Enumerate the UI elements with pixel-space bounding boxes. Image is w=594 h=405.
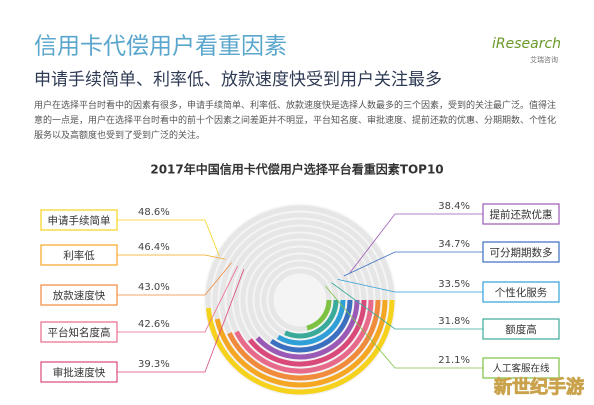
radial-bar [276,299,346,346]
radial-bar [214,299,388,388]
subtitle: 申请手续简单、利率低、放款速度快受到用户关注最多 [34,70,442,90]
radial-bar [306,299,332,331]
category-label: 人工客服在线 [492,363,550,375]
value-label: 31.8% [438,316,470,327]
value-label: 46.4% [138,242,170,253]
category-label: 放款速度快 [53,289,106,302]
leader-line [343,251,483,277]
category-label: 申请手续简单 [48,214,111,227]
leader-line [349,213,483,273]
category-label: 平台知名度高 [48,326,111,339]
title: 信用卡代偿用户看重因素 [34,34,287,60]
radial-bar [227,299,381,381]
value-label: 42.6% [138,319,170,330]
value-label: 33.5% [438,279,470,290]
radial-bar [269,299,353,353]
backdrop [204,204,396,396]
value-label: 39.3% [138,359,170,370]
leader-line [337,278,483,293]
radial-bar [234,299,374,374]
category-label: 提前还款优惠 [490,208,553,221]
radial-bar [247,299,367,367]
leader-line [331,282,483,330]
leader-line [117,219,220,257]
category-label: 利率低 [63,249,95,262]
leader-line [117,265,239,333]
category-label: 额度高 [505,323,537,336]
radial-bar [205,299,395,395]
value-label: 21.1% [438,355,470,366]
value-label: 43.0% [138,282,170,293]
radial-bar [255,299,360,360]
leader-line [325,285,483,369]
value-label: 48.6% [138,207,170,218]
leader-line [117,269,245,373]
logo: iResearch [492,36,561,52]
radial-bar [284,299,339,339]
chart-title: 2017年中国信用卡代偿用户选择平台看重因素TOP10 [150,162,443,177]
category-label: 审批速度快 [53,366,106,379]
value-label: 38.4% [438,201,470,212]
leader-line [117,262,232,296]
value-label: 34.7% [438,239,470,250]
paragraph: 用户在选择平台时看中的因素有很多，申请手续简单、利率低、放款速度快是选择人数最多… [34,101,557,141]
watermark: 新世纪手游 [494,376,584,398]
category-label: 可分期期数多 [490,246,553,259]
leader-line [117,254,226,260]
category-label: 个性化服务 [495,286,548,299]
logo-sub: 艾瑞咨询 [530,55,558,64]
